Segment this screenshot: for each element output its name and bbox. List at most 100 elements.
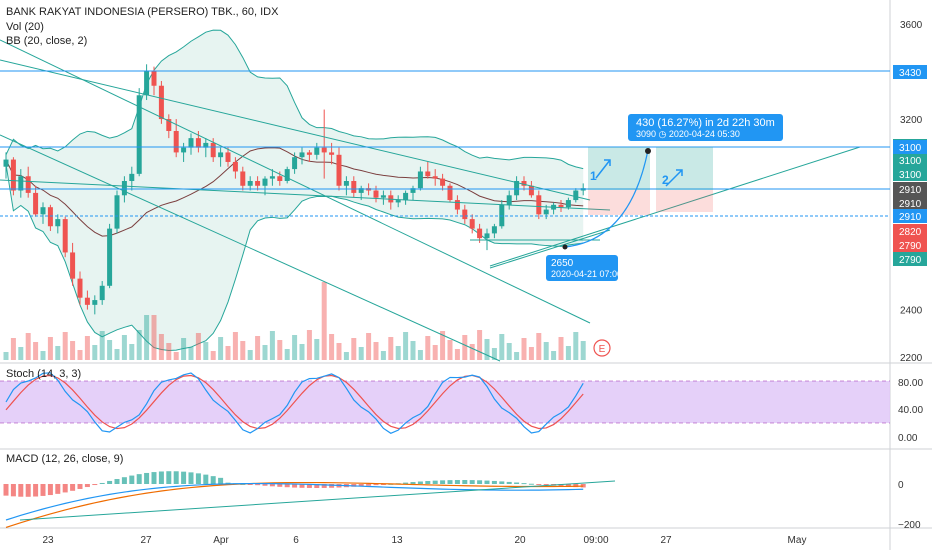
stoch-tick-label: 0.00 bbox=[898, 433, 918, 444]
candle-body bbox=[218, 152, 224, 158]
candle-body bbox=[40, 207, 46, 215]
candle-body bbox=[195, 138, 201, 148]
macd-histogram-bar bbox=[565, 484, 571, 487]
macd-histogram-bar bbox=[469, 480, 475, 484]
volume-bar bbox=[528, 347, 534, 360]
volume-bar bbox=[403, 332, 409, 360]
candle-body bbox=[240, 171, 246, 186]
macd-histogram-bar bbox=[358, 484, 364, 487]
volume-bar bbox=[181, 338, 187, 360]
price-tag bbox=[893, 182, 927, 196]
volume-bar bbox=[329, 334, 335, 360]
volume-bar bbox=[573, 332, 579, 360]
candle-body bbox=[358, 188, 364, 193]
candle-body bbox=[528, 185, 534, 196]
earnings-label: E bbox=[599, 344, 606, 355]
volume-bar bbox=[151, 315, 157, 360]
volume-bar bbox=[10, 338, 16, 360]
volume-bar bbox=[321, 282, 327, 360]
volume-bar bbox=[210, 351, 216, 360]
volume-bar bbox=[188, 347, 194, 360]
volume-bar bbox=[417, 350, 423, 360]
macd-histogram-bar bbox=[528, 483, 534, 485]
macd-histogram-bar bbox=[166, 471, 172, 484]
bollinger-legend[interactable]: BB (20, close, 2) bbox=[6, 35, 88, 47]
macd-histogram-bar bbox=[121, 477, 127, 484]
stochastic-legend[interactable]: Stoch (14, 3, 3) bbox=[6, 368, 82, 380]
volume-bar bbox=[358, 347, 364, 360]
volume-bar bbox=[247, 350, 253, 360]
volume-bar bbox=[158, 334, 164, 360]
volume-bar bbox=[484, 339, 490, 360]
volume-bar bbox=[114, 349, 120, 360]
volume-bar bbox=[388, 337, 394, 360]
volume-bar bbox=[3, 352, 9, 360]
symbol-title[interactable]: BANK RAKYAT INDONESIA (PERSERO) TBK., 60… bbox=[6, 6, 279, 18]
volume-bar bbox=[425, 336, 431, 360]
stoch-d-line bbox=[5, 374, 584, 430]
candle-body bbox=[181, 147, 187, 153]
time-axis: 23 27 Apr 6 13 20 09:00 27 May bbox=[42, 535, 806, 546]
macd-histogram-bar bbox=[107, 480, 113, 484]
volume-legend[interactable]: Vol (20) bbox=[6, 21, 44, 33]
volume-bar bbox=[99, 331, 105, 360]
trendline bbox=[489, 229, 611, 269]
price-tag-label: 2910 bbox=[899, 185, 922, 196]
macd-histogram-bar bbox=[262, 484, 268, 486]
macd-histogram-bar bbox=[277, 484, 283, 487]
candle-body bbox=[521, 181, 527, 186]
macd-histogram-bar bbox=[70, 484, 76, 491]
volume-bar bbox=[262, 345, 268, 360]
macd-histogram-bar bbox=[329, 484, 335, 488]
price-tag-label: 3100 bbox=[899, 156, 922, 167]
time-tick-label: 23 bbox=[42, 535, 54, 546]
candle-body bbox=[462, 209, 468, 220]
volume-bar bbox=[292, 335, 298, 360]
measure-sublabel: 3090 ◷ 2020-04-24 05:30 bbox=[636, 129, 740, 139]
macd-histogram-bar bbox=[425, 481, 431, 484]
macd-histogram-bar bbox=[366, 484, 372, 486]
measure-curve bbox=[564, 149, 649, 248]
macd-legend[interactable]: MACD (12, 26, close, 9) bbox=[6, 453, 124, 465]
candle-body bbox=[269, 176, 275, 179]
volume-bar bbox=[232, 332, 238, 360]
wave-2-label: 2 bbox=[662, 173, 669, 187]
volume-bar bbox=[565, 346, 571, 360]
volume-bar bbox=[77, 350, 83, 360]
volume-bar bbox=[432, 345, 438, 360]
trendline bbox=[0, 39, 591, 324]
projection-boxes bbox=[562, 147, 713, 250]
candle-body bbox=[173, 130, 179, 153]
macd-histogram-bar bbox=[306, 484, 312, 488]
price-tag bbox=[893, 238, 927, 252]
target-box bbox=[656, 147, 713, 190]
macd-histogram-bar bbox=[210, 476, 216, 484]
price-tag-label: 2790 bbox=[899, 255, 922, 266]
candle-body bbox=[469, 219, 475, 229]
macd-tick-label: 0 bbox=[898, 480, 904, 491]
measure-label-bg bbox=[628, 114, 783, 141]
volume-bar bbox=[277, 340, 283, 360]
macd-histogram-bar bbox=[284, 484, 290, 488]
macd-histogram-bar bbox=[203, 474, 209, 484]
volume-bar bbox=[380, 351, 386, 360]
macd-histogram-bar bbox=[292, 484, 298, 488]
macd-histogram-bar bbox=[269, 484, 275, 487]
candle-body bbox=[351, 181, 357, 193]
macd-histogram-bar bbox=[321, 484, 327, 488]
time-tick-label: 09:00 bbox=[583, 535, 608, 546]
price-tag-label: 2910 bbox=[899, 199, 922, 210]
volume-bar bbox=[299, 344, 305, 360]
volume-bar bbox=[18, 347, 24, 360]
candle-body bbox=[440, 178, 446, 186]
earnings-marker bbox=[593, 339, 611, 357]
candle-body bbox=[10, 159, 16, 191]
macd-histogram-bar bbox=[380, 484, 386, 485]
volume-bar bbox=[373, 342, 379, 360]
low-label-bg bbox=[546, 255, 618, 281]
macd-histogram-bar bbox=[580, 484, 586, 488]
stop-box bbox=[656, 190, 713, 212]
macd-histogram-bar bbox=[181, 471, 187, 484]
